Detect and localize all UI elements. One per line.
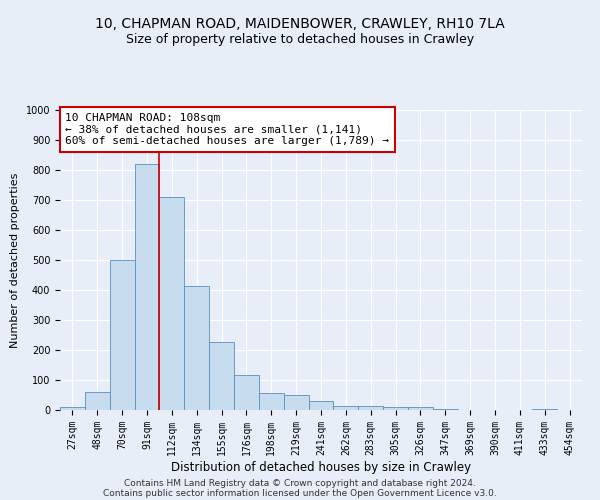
X-axis label: Distribution of detached houses by size in Crawley: Distribution of detached houses by size … — [171, 460, 471, 473]
Bar — [85, 392, 110, 410]
Bar — [60, 407, 85, 410]
Bar — [134, 164, 160, 410]
Bar — [209, 342, 234, 410]
Bar — [383, 407, 408, 410]
Bar — [259, 393, 284, 410]
Text: Contains HM Land Registry data © Crown copyright and database right 2024.: Contains HM Land Registry data © Crown c… — [124, 478, 476, 488]
Bar — [408, 407, 433, 410]
Bar — [160, 197, 184, 410]
Bar — [234, 374, 259, 410]
Bar — [532, 408, 557, 410]
Bar — [334, 406, 358, 410]
Y-axis label: Number of detached properties: Number of detached properties — [10, 172, 20, 348]
Text: 10 CHAPMAN ROAD: 108sqm
← 38% of detached houses are smaller (1,141)
60% of semi: 10 CHAPMAN ROAD: 108sqm ← 38% of detache… — [65, 113, 389, 146]
Text: Contains public sector information licensed under the Open Government Licence v3: Contains public sector information licen… — [103, 488, 497, 498]
Bar — [110, 260, 134, 410]
Bar — [358, 406, 383, 410]
Bar — [184, 286, 209, 410]
Bar — [308, 401, 334, 410]
Text: Size of property relative to detached houses in Crawley: Size of property relative to detached ho… — [126, 32, 474, 46]
Bar — [433, 408, 458, 410]
Text: 10, CHAPMAN ROAD, MAIDENBOWER, CRAWLEY, RH10 7LA: 10, CHAPMAN ROAD, MAIDENBOWER, CRAWLEY, … — [95, 18, 505, 32]
Bar — [284, 395, 308, 410]
